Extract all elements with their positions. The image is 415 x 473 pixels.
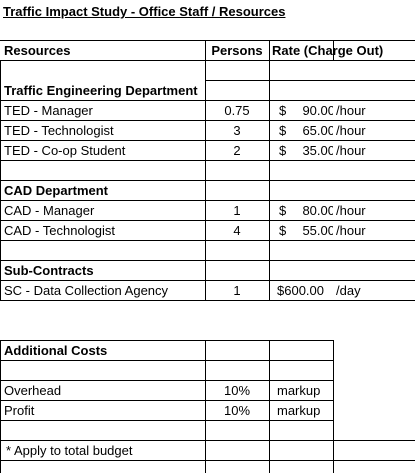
additional-costs-heading[interactable]: Additional Costs: [4, 343, 108, 358]
cost-item-cell[interactable]: Profit: [4, 403, 35, 418]
currency-symbol: $: [279, 143, 287, 158]
currency-symbol: $: [279, 223, 287, 238]
section-heading-sub[interactable]: Sub-Contracts: [4, 263, 94, 278]
note-row: * Apply to total budget: [0, 441, 415, 461]
resource-cell[interactable]: TED - Technologist: [4, 123, 114, 138]
rate-cell[interactable]: $35.00: [269, 141, 333, 161]
persons-cell[interactable]: 0.75: [224, 103, 250, 118]
persons-cell[interactable]: 3: [233, 123, 241, 138]
resource-cell[interactable]: SC - Data Collection Agency: [4, 283, 169, 298]
header-persons[interactable]: Persons: [211, 43, 263, 58]
cost-type-cell[interactable]: markup: [277, 383, 321, 398]
table-row: CAD - Manager 1 $80.00 /hour: [0, 201, 415, 221]
section-heading-row: CAD Department: [0, 181, 415, 201]
header-row: Resources Persons Rate (Charge Out): [0, 41, 415, 61]
rate-amount: 90.00: [302, 103, 333, 118]
currency-symbol: $: [279, 123, 287, 138]
unit-cell[interactable]: /hour: [336, 223, 366, 238]
cost-value-cell[interactable]: 10%: [223, 383, 251, 398]
resource-cell[interactable]: TED - Manager: [4, 103, 93, 118]
section-heading-ted[interactable]: Traffic Engineering Department: [4, 83, 198, 98]
additional-heading-row: Additional Costs: [0, 341, 415, 361]
resource-cell[interactable]: CAD - Technologist: [4, 223, 116, 238]
cost-type-cell[interactable]: markup: [277, 403, 321, 418]
title-row: Traffic Impact Study - Office Staff / Re…: [0, 2, 415, 22]
unit-cell[interactable]: /day: [336, 283, 361, 298]
unit-cell[interactable]: /hour: [336, 103, 366, 118]
rate-cell[interactable]: $55.00: [269, 221, 333, 241]
rate-amount: 65.00: [302, 123, 333, 138]
table-row: TED - Technologist 3 $65.00 /hour: [0, 121, 415, 141]
unit-cell[interactable]: /hour: [336, 123, 366, 138]
cost-value-cell[interactable]: 10%: [223, 403, 251, 418]
persons-cell[interactable]: 4: [233, 223, 241, 238]
persons-cell[interactable]: 2: [233, 143, 241, 158]
table-row: SC - Data Collection Agency 1 $600.00 /d…: [0, 281, 415, 301]
rate-amount: 55.00: [302, 223, 333, 238]
resource-cell[interactable]: CAD - Manager: [4, 203, 95, 218]
rate-cell[interactable]: $600.00: [269, 281, 333, 301]
table-row: CAD - Technologist 4 $55.00 /hour: [0, 221, 415, 241]
table-row: Profit 10% markup: [0, 401, 415, 421]
section-heading-cad[interactable]: CAD Department: [4, 183, 109, 198]
persons-cell[interactable]: 1: [233, 283, 241, 298]
header-rate[interactable]: Rate (Charge Out): [272, 43, 384, 58]
rate-amount: 35.00: [302, 143, 333, 158]
section-heading-row: Sub-Contracts: [0, 261, 415, 281]
resource-cell[interactable]: TED - Co-op Student: [4, 143, 126, 158]
sheet-title[interactable]: Traffic Impact Study - Office Staff / Re…: [3, 4, 286, 19]
currency-symbol: $: [279, 103, 287, 118]
section-heading-row: Traffic Engineering Department: [0, 81, 415, 101]
persons-cell[interactable]: 1: [233, 203, 241, 218]
header-resources[interactable]: Resources: [4, 43, 71, 58]
rate-cell[interactable]: $80.00: [269, 201, 333, 221]
table-row: TED - Manager 0.75 $90.00 /hour: [0, 101, 415, 121]
unit-cell[interactable]: /hour: [336, 143, 366, 158]
table-row: TED - Co-op Student 2 $35.00 /hour: [0, 141, 415, 161]
rate-cell[interactable]: $65.00: [269, 121, 333, 141]
currency-symbol: $: [279, 203, 287, 218]
currency-symbol: $: [277, 283, 285, 298]
cost-item-cell[interactable]: Overhead: [4, 383, 62, 398]
table-row: Overhead 10% markup: [0, 381, 415, 401]
rate-cell[interactable]: $90.00: [269, 101, 333, 121]
rate-amount: 600.00: [284, 283, 324, 298]
unit-cell[interactable]: /hour: [336, 203, 366, 218]
rate-amount: 80.00: [302, 203, 333, 218]
budget-note[interactable]: * Apply to total budget: [6, 443, 133, 458]
